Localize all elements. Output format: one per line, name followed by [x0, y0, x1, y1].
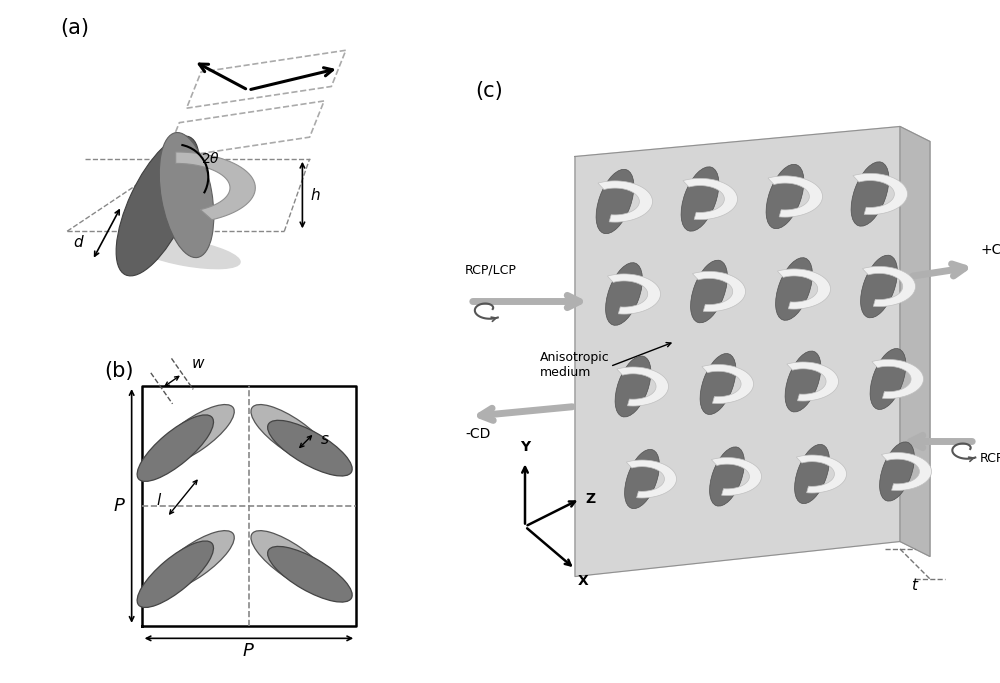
Text: $d$: $d$ [73, 234, 85, 250]
Ellipse shape [625, 449, 659, 509]
Text: +CD: +CD [980, 242, 1000, 257]
Ellipse shape [776, 257, 812, 320]
Text: $2\theta$: $2\theta$ [201, 151, 220, 166]
Ellipse shape [766, 165, 804, 229]
Text: (b): (b) [104, 361, 133, 381]
Text: $w$: $w$ [191, 356, 205, 371]
Polygon shape [881, 453, 931, 490]
Polygon shape [796, 455, 846, 493]
Text: $P$: $P$ [113, 497, 125, 515]
Text: $h$: $h$ [310, 187, 320, 203]
Polygon shape [617, 367, 668, 406]
Polygon shape [872, 359, 923, 398]
Text: $l$: $l$ [156, 492, 162, 507]
Text: (c): (c) [475, 81, 503, 102]
Ellipse shape [251, 404, 332, 466]
Ellipse shape [133, 238, 240, 268]
Polygon shape [598, 181, 652, 222]
Ellipse shape [606, 263, 642, 325]
Ellipse shape [691, 260, 727, 323]
Ellipse shape [851, 162, 889, 226]
Ellipse shape [785, 351, 821, 412]
Text: -CD: -CD [465, 426, 490, 441]
Ellipse shape [795, 445, 829, 503]
Ellipse shape [116, 136, 199, 276]
Text: $P$: $P$ [242, 642, 255, 660]
Polygon shape [575, 126, 900, 576]
Text: Y: Y [520, 440, 530, 454]
Ellipse shape [596, 169, 634, 234]
Ellipse shape [710, 447, 744, 506]
Text: Z: Z [585, 492, 595, 506]
Ellipse shape [880, 442, 914, 501]
Ellipse shape [700, 354, 736, 415]
Polygon shape [176, 152, 255, 220]
Ellipse shape [137, 415, 213, 482]
Polygon shape [787, 362, 838, 401]
Polygon shape [900, 126, 930, 557]
Ellipse shape [861, 255, 897, 318]
Polygon shape [683, 178, 737, 220]
Text: $t$: $t$ [911, 576, 919, 592]
Polygon shape [702, 365, 753, 404]
Polygon shape [862, 266, 915, 307]
Ellipse shape [870, 348, 906, 410]
Ellipse shape [154, 531, 234, 591]
Ellipse shape [268, 420, 352, 476]
Ellipse shape [154, 404, 234, 466]
Ellipse shape [159, 133, 214, 257]
Ellipse shape [615, 356, 651, 417]
Text: $s$: $s$ [320, 432, 329, 447]
Text: Anisotropic
medium: Anisotropic medium [540, 352, 610, 380]
Polygon shape [777, 269, 830, 309]
Polygon shape [768, 176, 822, 217]
Polygon shape [607, 274, 660, 314]
Polygon shape [711, 458, 761, 495]
Text: X: X [578, 574, 588, 588]
Text: RCP/LCP: RCP/LCP [980, 451, 1000, 464]
Polygon shape [692, 271, 745, 311]
Ellipse shape [681, 167, 719, 231]
Polygon shape [626, 460, 676, 498]
Ellipse shape [251, 531, 332, 591]
Polygon shape [853, 173, 907, 214]
Ellipse shape [137, 541, 213, 607]
Text: (a): (a) [60, 18, 89, 38]
Text: RCP/LCP: RCP/LCP [465, 264, 517, 277]
Ellipse shape [268, 546, 352, 602]
